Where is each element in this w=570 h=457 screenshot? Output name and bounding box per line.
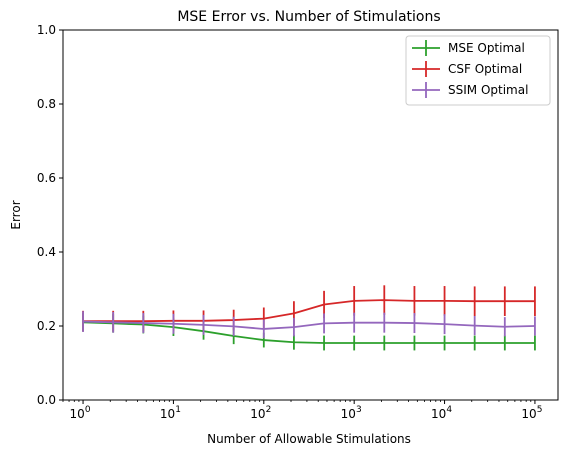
legend: MSE Optimal CSF Optimal SSIM Optimal bbox=[405, 35, 551, 106]
y-tick-label: 1.0 bbox=[37, 23, 56, 37]
legend-item: MSE Optimal bbox=[412, 40, 525, 56]
y-axis-label: Error bbox=[9, 200, 23, 229]
x-axis-label: Number of Allowable Stimulations bbox=[207, 432, 411, 446]
legend-label: SSIM Optimal bbox=[448, 83, 528, 97]
axes-frame bbox=[62, 29, 559, 401]
x-tick-label: 103 bbox=[341, 405, 362, 421]
x-tick-label: 104 bbox=[431, 405, 452, 421]
series-line bbox=[83, 320, 535, 330]
legend-item: SSIM Optimal bbox=[412, 82, 528, 98]
y-tick-label: 0.2 bbox=[37, 319, 56, 333]
series-line bbox=[83, 299, 535, 323]
y-tick-label: 0.8 bbox=[37, 97, 56, 111]
y-tick-label: 0.0 bbox=[37, 393, 56, 407]
y-tick-label: 0.4 bbox=[37, 245, 56, 259]
legend-box bbox=[405, 35, 551, 106]
series-layer bbox=[82, 285, 536, 351]
x-axis: 100 101 102 103 104 105 bbox=[62, 400, 542, 421]
chart-title: MSE Error vs. Number of Stimulations bbox=[177, 9, 440, 25]
series-ssim-optimal bbox=[82, 311, 536, 339]
y-tick-label: 0.6 bbox=[37, 171, 56, 185]
legend-label: MSE Optimal bbox=[448, 41, 525, 55]
legend-label: CSF Optimal bbox=[448, 62, 522, 76]
series-line bbox=[83, 321, 535, 344]
legend-item: CSF Optimal bbox=[412, 61, 522, 77]
x-tick-label: 105 bbox=[521, 405, 542, 421]
x-tick-label: 102 bbox=[250, 405, 271, 421]
y-axis: 0.0 0.2 0.4 0.6 0.8 1.0 bbox=[37, 23, 63, 407]
x-tick-label: 100 bbox=[70, 405, 91, 421]
x-tick-label: 101 bbox=[160, 405, 181, 421]
